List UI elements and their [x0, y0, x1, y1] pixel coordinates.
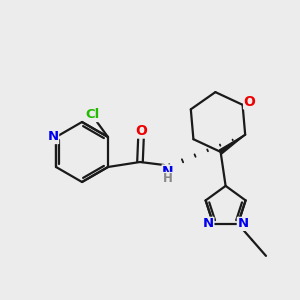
Text: O: O	[135, 124, 147, 138]
Text: O: O	[244, 95, 256, 109]
Text: N: N	[47, 130, 58, 143]
Text: N: N	[203, 218, 214, 230]
Text: N: N	[162, 165, 174, 179]
Polygon shape	[219, 135, 245, 154]
Text: Cl: Cl	[86, 109, 100, 122]
Text: H: H	[163, 172, 173, 185]
Text: N: N	[237, 218, 248, 230]
